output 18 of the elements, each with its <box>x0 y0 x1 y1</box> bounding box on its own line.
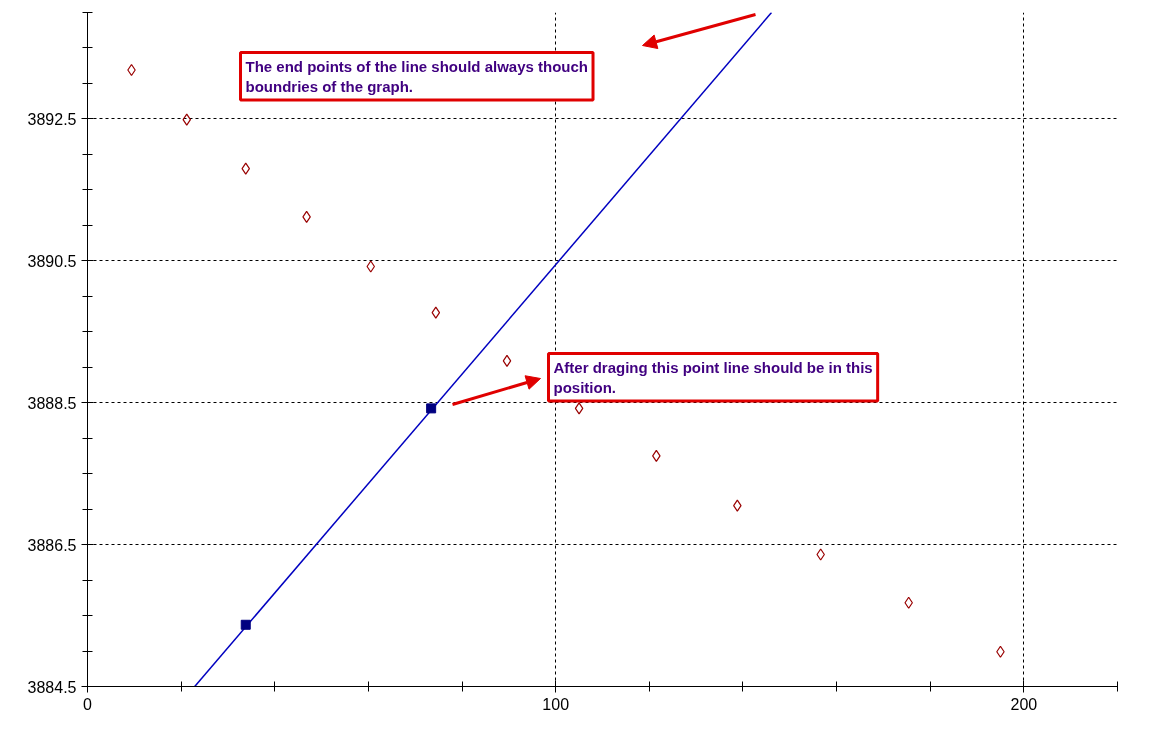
point <box>431 306 441 319</box>
y-tick-label: 3884.5 <box>27 678 77 696</box>
point <box>574 402 584 415</box>
point <box>240 619 251 630</box>
point <box>182 113 192 126</box>
point <box>366 260 376 273</box>
annotation: After draging this point line should be in this position. <box>553 358 873 396</box>
point <box>241 162 251 175</box>
x-tick-label: 0 <box>83 695 93 713</box>
y-tick-label: 3892.5 <box>27 110 77 128</box>
annotation: The end points of the line should always thouch boundries of the graph. <box>245 57 589 95</box>
y-tick-label: 3888.5 <box>27 394 77 412</box>
point <box>426 403 437 414</box>
x-tick-label: 200 <box>1010 695 1038 713</box>
y-tick-label: 3886.5 <box>27 536 77 554</box>
y-tick-label: 3890.5 <box>27 252 77 270</box>
x-tick-label: 100 <box>542 695 570 713</box>
point <box>502 354 512 367</box>
